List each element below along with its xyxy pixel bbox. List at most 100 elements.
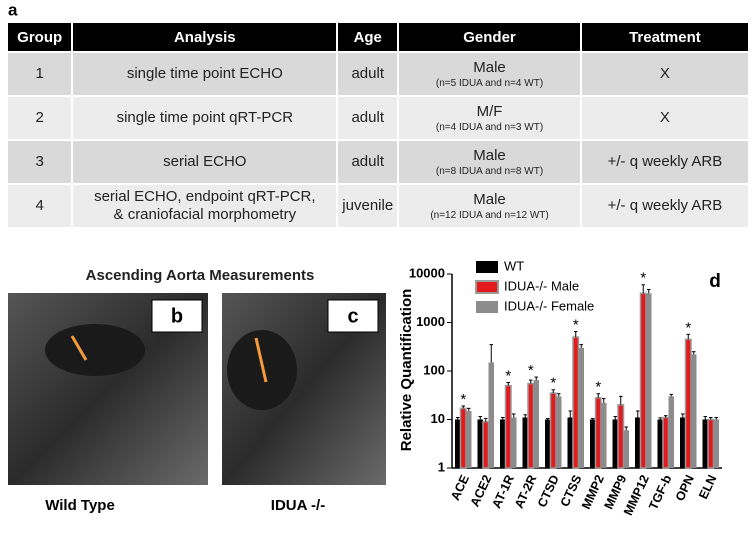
group-cell: 4 — [8, 185, 72, 227]
bar — [522, 417, 528, 468]
bar — [488, 362, 494, 468]
bar — [702, 419, 708, 468]
gender-cell: Male (n=12 IDUA and n=12 WT) — [399, 185, 580, 227]
bar — [601, 402, 607, 468]
bar — [482, 420, 490, 469]
bar — [684, 338, 692, 469]
label-box — [327, 299, 379, 333]
header-cell: Age — [338, 23, 398, 51]
treatment-cell: X — [581, 53, 748, 95]
significance-mark: * — [685, 319, 691, 336]
image-caption: Wild Type — [45, 497, 115, 514]
table-row: 1 single time point ECHO adult Male (n=5 IDU… — [8, 53, 748, 95]
bar — [556, 396, 562, 468]
treatment-cell: +/- q weekly ARB — [581, 185, 748, 227]
gender: Male — [473, 146, 506, 164]
group-cell: 2 — [8, 97, 72, 139]
gender: Male — [473, 190, 506, 208]
bar — [477, 419, 483, 468]
panel-label: a — [8, 0, 18, 19]
bar — [578, 347, 584, 468]
bar — [662, 416, 670, 469]
y-tick-label: 1000 — [416, 314, 445, 329]
analysis-cell: serial ECHO, endpoint qRT-PCR, & craniofa… — [73, 185, 337, 227]
bar — [545, 419, 551, 468]
legend-swatch — [476, 301, 498, 313]
bar — [691, 354, 697, 468]
image-title: Ascending Aorta Measurements — [86, 267, 315, 284]
bar — [623, 430, 629, 468]
bar — [713, 419, 719, 468]
legend-swatch — [476, 261, 498, 273]
bar — [504, 384, 512, 469]
gender-note: (n=12 IDUA and n=12 WT) — [430, 209, 549, 221]
header-row: Group Analysis Age Gender Treatment — [8, 23, 748, 51]
bar — [646, 293, 652, 468]
bar — [639, 292, 647, 469]
label-box — [151, 299, 203, 333]
bar — [459, 407, 467, 469]
header-cell: Group — [8, 23, 72, 51]
significance-mark: * — [595, 379, 601, 396]
bar — [466, 410, 472, 468]
x-tick-label: OPN — [673, 473, 697, 503]
y-tick-label: 10000 — [409, 265, 445, 280]
x-tick-label: ACE — [448, 473, 472, 503]
significance-mark: * — [505, 367, 511, 384]
table-row: 3 serial ECHO adult Male (n=8 IDUA and n=8 W… — [8, 141, 748, 183]
analysis-cell: single time point ECHO — [73, 53, 337, 95]
gender: Male — [473, 58, 506, 76]
y-tick-label: 10 — [431, 411, 445, 426]
panel-label: c — [347, 305, 358, 327]
y-axis-label: Relative Quantification — [398, 289, 415, 452]
panel-label: d — [709, 271, 721, 292]
significance-mark: * — [528, 362, 534, 379]
age-cell: juvenile — [338, 185, 398, 227]
bar — [680, 417, 686, 468]
analysis-line: single time point ECHO — [126, 65, 283, 82]
panel-label: b — [171, 305, 183, 327]
bar — [617, 404, 625, 469]
table-row: 2 single time point qRT-PCR adult M/F (n=4 I… — [8, 97, 748, 139]
age-cell: adult — [338, 141, 398, 183]
legend-swatch — [475, 280, 499, 294]
x-tick-label: ELN — [696, 473, 719, 502]
bar — [527, 382, 535, 469]
bar — [657, 419, 663, 468]
legend-label: IDUA-/- Female — [504, 298, 594, 313]
header-cell: Treatment — [581, 23, 748, 51]
gender-note: (n=4 IDUA and n=3 WT) — [435, 121, 544, 133]
bar — [590, 419, 596, 468]
bar — [455, 419, 461, 468]
header-cell: Analysis — [73, 23, 337, 51]
measurement-line — [254, 337, 268, 383]
analysis-line: single time point qRT-PCR — [116, 109, 294, 126]
analysis-line: serial ECHO, endpoint qRT-PCR, — [94, 188, 316, 205]
significance-mark: * — [460, 391, 466, 408]
study-table: Group Analysis Age Gender Treatment 1 single t… — [6, 21, 750, 229]
legend-label: WT — [504, 258, 524, 273]
bar — [549, 392, 557, 469]
analysis-line: & craniofacial morphometry — [113, 206, 297, 223]
analysis-cell: serial ECHO — [73, 141, 337, 183]
table-row: 4 serial ECHO, endpoint qRT-PCR, & craniof… — [8, 185, 748, 227]
header-cell: Gender — [399, 23, 580, 51]
bar — [612, 419, 618, 468]
bar — [511, 417, 517, 468]
group-cell: 3 — [8, 141, 72, 183]
bar — [533, 380, 539, 468]
significance-mark: * — [550, 375, 556, 392]
gender-cell: M/F (n=4 IDUA and n=3 WT) — [399, 97, 580, 139]
treatment-cell: X — [581, 97, 748, 139]
bar — [668, 396, 674, 468]
legend-label: IDUA-/- Male — [504, 278, 579, 293]
age-cell: adult — [338, 53, 398, 95]
bar — [594, 397, 602, 469]
gender: M/F — [476, 102, 503, 120]
significance-mark: * — [573, 317, 579, 334]
aorta-lumen — [45, 324, 145, 376]
group-cell: 1 — [8, 53, 72, 95]
bar — [567, 417, 573, 468]
